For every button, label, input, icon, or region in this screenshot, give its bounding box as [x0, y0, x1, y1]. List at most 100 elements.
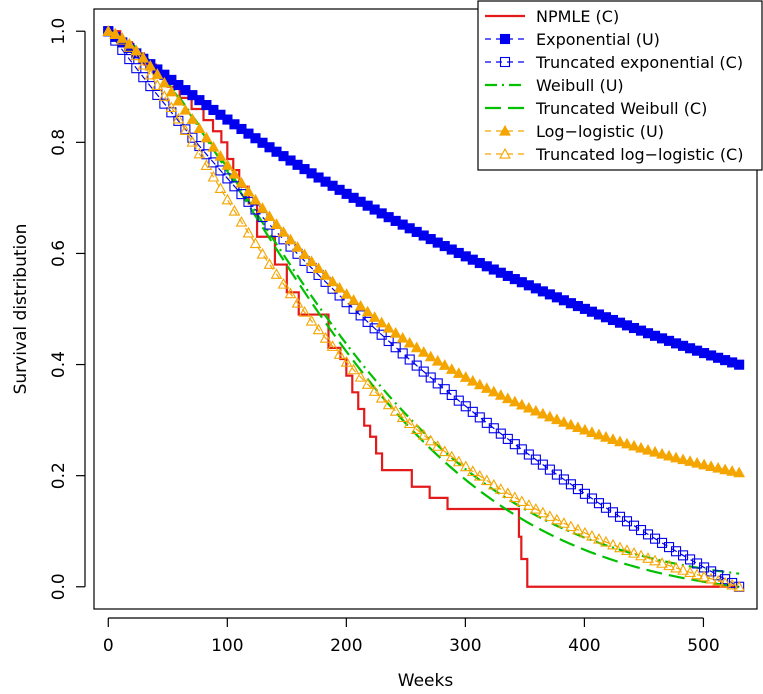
series-point: [712, 461, 724, 473]
series-point: [706, 566, 717, 577]
series-point: [551, 513, 563, 525]
y-tick-label: 0.8: [49, 129, 69, 156]
series-point: [200, 159, 213, 170]
series-point: [396, 331, 409, 343]
series-point: [529, 404, 542, 416]
series-point: [558, 517, 570, 528]
series-point: [635, 441, 647, 453]
series-point: [375, 391, 388, 403]
series-point: [410, 423, 423, 434]
series-point: [516, 444, 527, 455]
legend-item: Log−logistic (U): [485, 122, 664, 141]
series-point: [368, 311, 381, 322]
series-point: [684, 566, 696, 578]
series-line: [108, 30, 740, 588]
legend-box: [477, 0, 763, 171]
series-point: [432, 378, 443, 389]
series-point: [642, 552, 654, 563]
series-point: [228, 167, 241, 179]
legend-swatch-marker: [499, 56, 511, 68]
series-point: [326, 340, 339, 351]
series-point: [508, 395, 521, 407]
series-point: [424, 434, 437, 446]
series-1: [103, 26, 745, 370]
x-tick-label: 500: [687, 636, 719, 656]
series-point: [698, 570, 710, 582]
series-point: [522, 499, 535, 510]
series-point: [159, 98, 170, 109]
series-point: [333, 348, 346, 359]
series-point: [354, 370, 367, 382]
series-point: [138, 72, 149, 83]
series-point: [256, 202, 269, 213]
series-point: [256, 247, 269, 259]
series-point: [621, 437, 633, 449]
series-point: [291, 241, 304, 252]
series-0: [108, 30, 740, 588]
series-point: [298, 306, 311, 317]
series-point: [410, 341, 423, 353]
series-point: [586, 426, 598, 437]
series-point: [151, 68, 164, 79]
series-point: [151, 79, 164, 90]
series-point: [179, 124, 192, 136]
series-point: [200, 131, 213, 143]
series-point: [131, 63, 142, 74]
series-point: [312, 323, 325, 335]
series-point: [214, 182, 227, 194]
series-point: [467, 406, 478, 417]
series-point: [368, 385, 381, 396]
series-point: [579, 526, 591, 538]
series-point: [466, 374, 479, 386]
series-point: [452, 367, 465, 378]
series-point: [628, 546, 640, 558]
series-point: [235, 176, 248, 188]
series-4: [108, 30, 740, 588]
series-point: [383, 335, 394, 347]
series-point: [361, 378, 374, 389]
series-point: [173, 115, 184, 126]
series-point: [572, 421, 584, 433]
series-point: [565, 418, 577, 430]
series-point: [446, 389, 457, 400]
series-point: [263, 210, 276, 222]
series-3: [108, 30, 740, 575]
y-axis-label: Survival distribution: [11, 224, 31, 395]
series-point: [579, 423, 591, 435]
series-point: [277, 277, 290, 289]
series-point: [649, 445, 661, 457]
series-point: [663, 559, 675, 571]
series-point: [551, 413, 563, 425]
series-point: [354, 299, 367, 311]
series-point: [705, 572, 717, 584]
series-point: [144, 68, 157, 80]
series-point: [712, 574, 724, 586]
series-point: [298, 248, 311, 260]
series-point: [249, 237, 262, 249]
legend-item: Truncated log−logistic (C): [485, 145, 743, 164]
series-point: [663, 449, 675, 461]
series-point: [628, 439, 640, 451]
series-point: [719, 463, 732, 475]
legend-label: Truncated exponential (C): [535, 53, 743, 72]
legend-label: Truncated log−logistic (C): [535, 145, 743, 164]
series-point: [438, 359, 451, 370]
series-point: [474, 412, 485, 423]
series-point: [494, 483, 507, 494]
series-point: [417, 346, 430, 357]
series-point: [607, 538, 619, 550]
series-point: [705, 460, 717, 472]
series-point: [340, 288, 353, 299]
series-point: [642, 443, 654, 455]
series-point: [172, 94, 185, 106]
series-point: [418, 366, 429, 377]
series-point: [137, 51, 150, 63]
series-point: [397, 348, 408, 359]
series-point: [165, 101, 178, 113]
x-axis-label: Weeks: [398, 671, 454, 691]
series-point: [677, 564, 689, 575]
y-tick-label: 0.0: [49, 573, 69, 600]
series-point: [600, 431, 612, 442]
series-point: [312, 262, 325, 273]
x-tick-label: 200: [330, 636, 362, 656]
